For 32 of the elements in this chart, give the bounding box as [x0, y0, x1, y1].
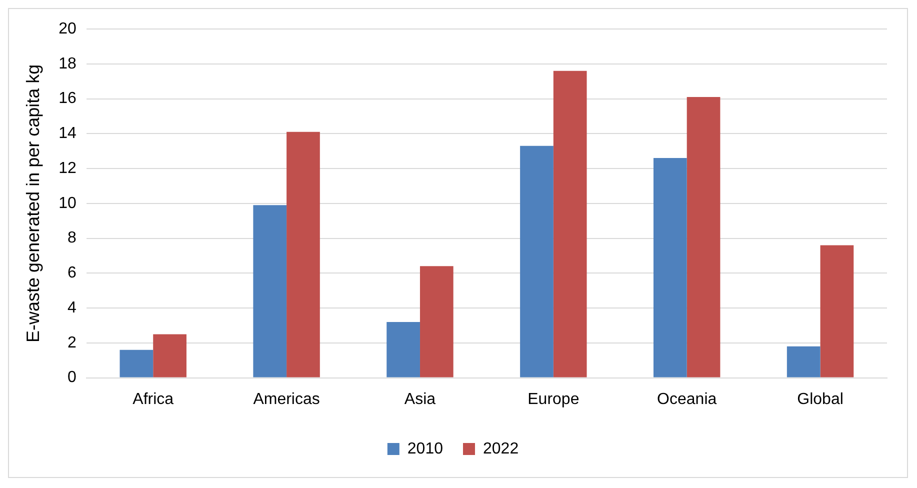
y-tick-label: 12	[58, 160, 76, 177]
bar	[120, 350, 154, 378]
x-tick-label: Oceania	[657, 390, 717, 408]
y-tick-label: 14	[58, 125, 76, 142]
y-axis-title: E-waste generated in per capita kg	[22, 64, 43, 342]
y-tick-label: 20	[58, 20, 76, 38]
bar	[386, 322, 420, 378]
bar	[786, 346, 820, 378]
y-tick-label: 0	[67, 369, 76, 386]
y-tick-label: 18	[58, 55, 76, 72]
x-tick-label: Asia	[404, 390, 436, 408]
y-tick-label: 8	[67, 230, 76, 247]
legend-label: 2010	[407, 440, 444, 458]
bar	[653, 158, 687, 378]
x-tick-label: Africa	[132, 390, 174, 408]
x-tick-label: Americas	[253, 390, 320, 408]
bar	[686, 97, 720, 378]
bar	[520, 146, 554, 378]
legend-label: 2022	[483, 440, 519, 458]
bar	[420, 266, 454, 378]
y-tick-label: 4	[67, 299, 76, 316]
y-tick-label: 16	[58, 90, 76, 108]
x-tick-label: Europe	[528, 390, 580, 408]
bar	[286, 132, 320, 378]
y-tick-label: 2	[67, 334, 76, 352]
y-tick-label: 10	[58, 194, 76, 212]
bar	[553, 70, 587, 378]
y-tick-label: 6	[67, 264, 76, 282]
x-tick-label: Global	[797, 390, 844, 408]
bar	[820, 245, 854, 378]
bar	[153, 334, 186, 378]
bar	[253, 205, 287, 378]
